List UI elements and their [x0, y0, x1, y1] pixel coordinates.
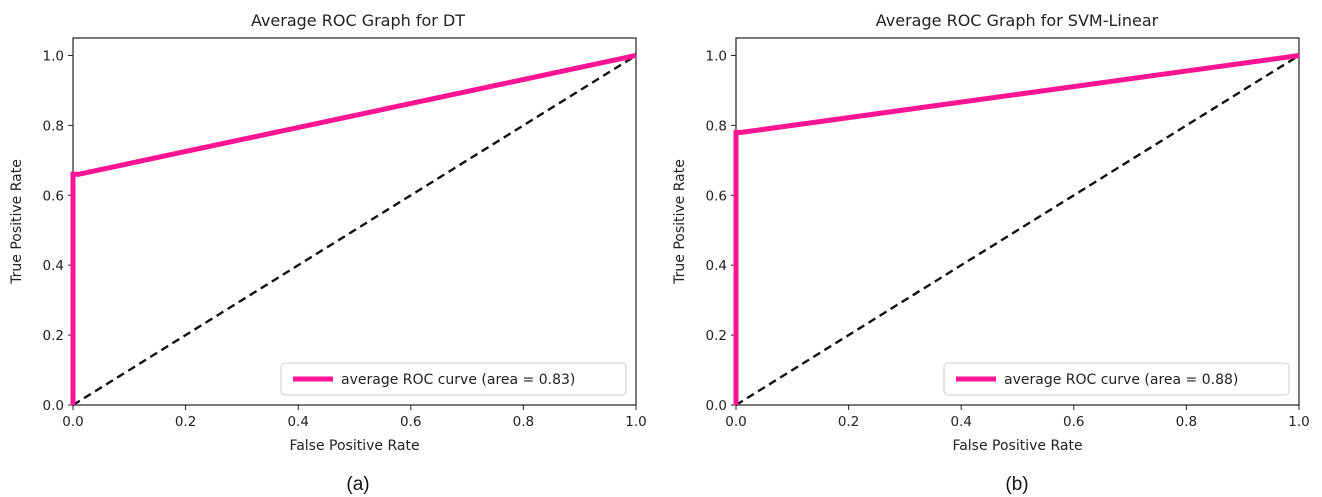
y-tick-label: 0.4: [43, 258, 64, 274]
roc-curve-line: [70, 53, 637, 405]
y-tick-label: 0.4: [706, 258, 727, 274]
x-tick-label: 0.6: [400, 414, 421, 430]
chance-diagonal-line: [735, 54, 1300, 407]
chart-title: Average ROC Graph for DT: [251, 11, 465, 30]
x-tick-label: 0.4: [287, 414, 308, 430]
y-tick-label: 0.2: [706, 328, 727, 344]
y-tick-label: 0.8: [43, 118, 64, 134]
figure-caption: (a): [346, 474, 369, 495]
x-tick-label: 0.0: [725, 414, 746, 430]
x-tick-label: 0.0: [62, 414, 83, 430]
x-tick-label: 0.2: [175, 414, 196, 430]
y-axis-label: True Positive Rate: [9, 159, 25, 285]
y-tick-label: 0.6: [43, 188, 64, 204]
y-tick-label: 1.0: [43, 48, 64, 64]
y-axis-label: True Positive Rate: [672, 159, 688, 285]
x-tick-label: 0.8: [1176, 414, 1197, 430]
y-tick-label: 0.6: [706, 188, 727, 204]
y-tick-label: 0.0: [706, 398, 727, 414]
legend-box: [943, 362, 1290, 396]
x-tick-label: 0.4: [950, 414, 971, 430]
x-tick-label: 0.8: [513, 414, 534, 430]
figure-caption: (b): [1005, 474, 1028, 495]
x-tick-label: 0.6: [1063, 414, 1084, 430]
chart-title: Average ROC Graph for SVM-Linear: [876, 11, 1159, 30]
x-tick-label: 0.2: [838, 414, 859, 430]
chance-diagonal-line: [72, 54, 637, 407]
plot-frame: [72, 37, 637, 406]
legend-label: average ROC curve (area = 0.83): [341, 372, 575, 388]
roc-chart-a: Average ROC Graph for DT 0.0 0.2 0.4 0.6 0.8 1…: [9, 11, 647, 495]
y-tick-label: 0.0: [43, 398, 64, 414]
x-axis-label: False Positive Rate: [289, 438, 419, 454]
y-tick-label: 1.0: [706, 48, 727, 64]
y-tick-label: 0.2: [43, 328, 64, 344]
y-tick-label: 0.8: [706, 118, 727, 134]
x-tick-label: 1.0: [1288, 414, 1309, 430]
roc-curve-line: [733, 53, 1300, 405]
x-axis-label: False Positive Rate: [952, 438, 1082, 454]
legend: average ROC curve (area = 0.88): [943, 362, 1290, 396]
legend: average ROC curve (area = 0.83): [280, 362, 627, 396]
x-tick-label: 1.0: [625, 414, 646, 430]
roc-chart-b: Average ROC Graph for SVM-Linear 0.0 0.2 0.…: [672, 11, 1310, 495]
legend-box: [280, 362, 627, 396]
legend-label: average ROC curve (area = 0.88): [1004, 372, 1238, 388]
